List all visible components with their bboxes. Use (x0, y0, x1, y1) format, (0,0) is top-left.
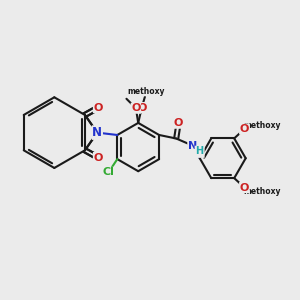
Text: O: O (94, 153, 103, 163)
Text: methoxy: methoxy (243, 187, 281, 196)
Text: N: N (188, 141, 197, 151)
Text: O: O (240, 183, 249, 193)
Text: N: N (188, 142, 197, 152)
Text: O: O (240, 124, 249, 134)
Text: methoxy: methoxy (128, 87, 165, 96)
Text: N: N (92, 126, 102, 139)
Text: O: O (94, 153, 103, 163)
Text: O: O (240, 124, 249, 134)
Text: H: H (195, 147, 204, 158)
Text: O: O (94, 103, 103, 112)
Text: methoxy: methoxy (243, 121, 281, 130)
Text: O: O (131, 103, 141, 113)
Text: O: O (94, 103, 103, 112)
Text: Cl: Cl (103, 167, 114, 177)
Text: O: O (137, 103, 146, 112)
Text: H: H (195, 146, 203, 156)
Text: N: N (92, 126, 102, 139)
Text: O: O (240, 183, 249, 193)
Text: O: O (174, 118, 183, 128)
